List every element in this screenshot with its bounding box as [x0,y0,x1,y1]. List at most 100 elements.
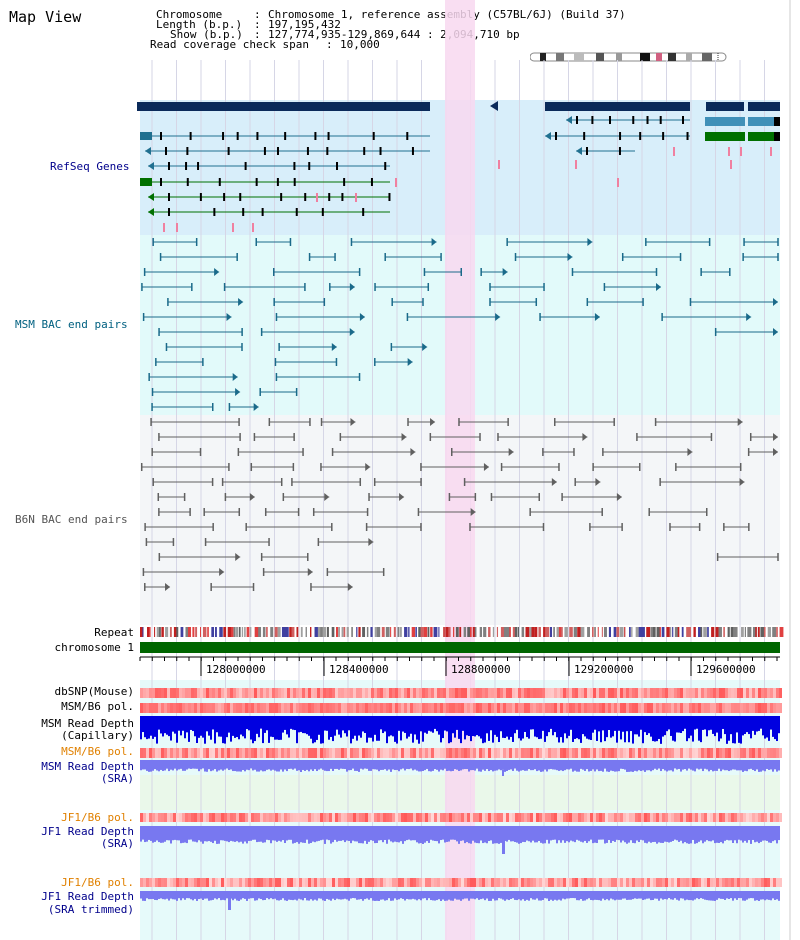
polymorphism-cell [779,703,782,713]
read-depth-bar [482,716,484,744]
read-depth-bar [446,826,448,842]
read-depth-bar [156,891,158,901]
read-depth-bar [308,891,310,901]
polymorphism-cell [731,878,734,887]
gene-block [137,102,430,111]
polymorphism-cell [263,878,266,887]
read-depth-bar [600,760,602,771]
polymorphism-cell [296,703,299,713]
read-depth-bar [456,716,458,730]
read-depth-bar [766,891,768,900]
polymorphism-cell [395,813,398,822]
read-depth-bar [634,891,636,899]
read-depth-bar [296,716,298,744]
read-depth-bar [728,826,730,841]
gene-exon [304,193,307,201]
polymorphism-cell [770,813,773,822]
read-depth-bar [302,826,304,843]
read-depth-bar [344,716,346,734]
polymorphism-cell [284,878,287,887]
polymorphism-cell [407,813,410,822]
read-depth-bar [484,716,486,743]
polymorphism-cell [755,748,758,758]
polymorphism-cell [494,878,497,887]
polymorphism-cell [272,813,275,822]
read-depth-bar [778,891,780,901]
polymorphism-cell [503,813,506,822]
polymorphism-cell [389,878,392,887]
polymorphism-cell [278,748,281,758]
polymorphism-cell [641,703,644,713]
polymorphism-cell [590,813,593,822]
polymorphism-cell [227,688,230,698]
read-depth-bar [240,716,242,735]
gene-exon [372,132,375,140]
polymorphism-cell [596,703,599,713]
read-depth-bar [582,716,584,735]
read-depth-bar [144,760,146,770]
read-depth-bar [580,826,582,842]
read-depth-bar [466,826,468,843]
polymorphism-cell [659,703,662,713]
polymorphism-cell [224,703,227,713]
show-key: Show (b.p.) [170,28,243,41]
polymorphism-cell [239,703,242,713]
polymorphism-cell [314,878,317,887]
polymorphism-cell [620,688,623,698]
read-depth-bar [270,891,272,899]
polymorphism-cell [461,748,464,758]
polymorphism-cell [647,748,650,758]
msm-bac-pair [232,373,238,381]
read-depth-bar [530,826,532,843]
polymorphism-cell [146,748,149,758]
polymorphism-cell [539,813,542,822]
read-depth-bar [506,716,508,737]
msm-bac-pair [656,283,662,291]
polymorphism-cell [335,688,338,698]
polymorphism-cell [476,748,479,758]
gene-exon [632,116,635,124]
polymorphism-cell [650,688,653,698]
read-depth-bar [718,826,720,843]
polymorphism-cell [185,703,188,713]
read-depth-bar [510,716,512,737]
polymorphism-cell [557,748,560,758]
polymorphism-cell [479,878,482,887]
polymorphism-cell [323,748,326,758]
read-depth-bar [264,760,266,772]
read-depth-bar [304,716,306,734]
read-depth-bar [676,760,678,770]
read-depth-bar [660,891,662,899]
read-depth-bar [442,760,444,771]
read-depth-bar [246,891,248,901]
polymorphism-cell [182,703,185,713]
polymorphism-cell [758,748,761,758]
polymorphism-cell [353,688,356,698]
read-depth-bar [284,891,286,901]
polymorphism-cell [200,813,203,822]
polymorphism-cell [245,748,248,758]
chromosome-ideogram[interactable] [530,51,728,63]
polymorphism-cell [149,813,152,822]
polymorphism-cell [425,813,428,822]
read-depth-bar [204,760,206,772]
gene-exon [379,147,382,155]
polymorphism-cell [767,813,770,822]
b6n-bac-pair [324,493,330,501]
repeat-element [521,627,525,637]
msm-read-depth-capillary-sub: (Capillary) [61,729,134,742]
read-depth-bar [160,891,162,899]
msm-bac-pair [226,313,232,321]
polymorphism-cell [209,813,212,822]
read-depth-bar [156,826,158,841]
read-depth-bar [570,760,572,769]
polymorphism-cell [686,748,689,758]
read-depth-bar [386,760,388,771]
read-depth-bar [390,716,392,736]
polymorphism-cell [428,748,431,758]
polymorphism-cell [704,748,707,758]
read-depth-bar [518,891,520,900]
read-depth-bar [412,826,414,841]
repeat-element [188,627,192,637]
